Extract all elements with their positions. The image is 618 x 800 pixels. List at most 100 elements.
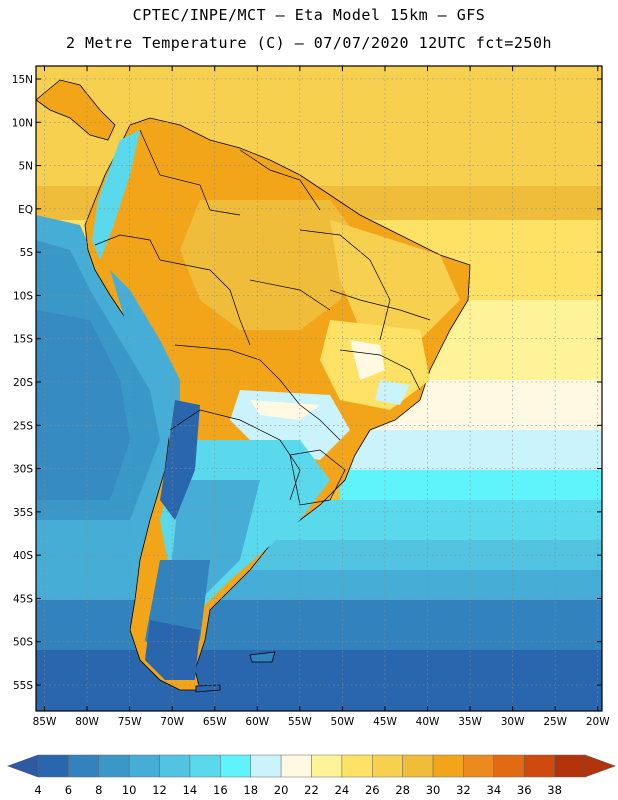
lat-label: 10N [12, 117, 33, 129]
lon-label: 85W [33, 716, 57, 728]
lat-label: 55S [13, 680, 33, 692]
lat-label: 15N [12, 74, 33, 86]
colorbar-swatch [432, 754, 464, 778]
lat-label: 15S [13, 334, 33, 346]
map-title-line2: 2 Metre Temperature (C) – 07/07/2020 12U… [65, 34, 553, 52]
northern-andes [92, 130, 140, 260]
lat-label: 40S [13, 550, 33, 562]
colorbar-label: 12 [152, 783, 167, 797]
colorbar-label: 24 [335, 783, 350, 797]
lon-label: 55W [288, 716, 312, 728]
pacific-cold-patch [36, 310, 130, 500]
lon-label: 60W [245, 716, 269, 728]
border-ecuador-peru [94, 234, 161, 261]
colorbar-swatch [402, 754, 434, 778]
colorbar-swatch [554, 754, 586, 778]
highlands-cool-patch [350, 340, 385, 380]
falkland-islands [249, 651, 276, 663]
colorbar-high-arrow [584, 754, 616, 778]
country-borders [94, 129, 431, 506]
lat-label: 10S [13, 290, 33, 302]
lat-label: EQ [18, 204, 33, 216]
lon-label: 40W [416, 716, 440, 728]
border-guianas [239, 149, 321, 211]
border-uruguay [289, 449, 346, 506]
lat-label: 20S [13, 377, 33, 389]
lat-label: 35S [13, 507, 33, 519]
colorbar-swatch [220, 754, 251, 778]
colorbar-label: 20 [274, 783, 289, 797]
colorbar-label: 8 [95, 783, 102, 797]
border-paraguay-brazil [279, 379, 341, 441]
colorbar-label: 18 [243, 783, 258, 797]
colorbar-label: 6 [65, 783, 72, 797]
southeast-cool-patch [375, 380, 410, 405]
colorbar-label: 10 [122, 783, 137, 797]
colorbar-swatch [250, 754, 282, 778]
color-bar-labels: 4 6 8 10 12 14 16 18 20 22 24 26 28 30 32 34 36 38 [34, 783, 562, 797]
colorbar-swatch [159, 754, 191, 778]
amazon-warm-region [180, 200, 360, 330]
southern-mild-patch [250, 400, 320, 420]
border-brazil-states-4 [249, 279, 331, 311]
map-field [36, 66, 602, 711]
colorbar-label: 38 [547, 783, 562, 797]
colorbar-label: 4 [34, 783, 41, 797]
lon-label: 65W [203, 716, 227, 728]
colorbar-label: 22 [304, 783, 319, 797]
lon-label: 30W [501, 716, 525, 728]
colorbar-swatch [128, 754, 160, 778]
colorbar-swatch [98, 754, 130, 778]
lat-label: 50S [13, 637, 33, 649]
colorbar-label: 14 [183, 783, 198, 797]
colorbar-swatch [37, 754, 69, 778]
southern-tip-cold [145, 620, 200, 680]
border-colombia-venezuela [139, 129, 241, 216]
colorbar-label: 34 [487, 783, 502, 797]
colorbar-swatch [523, 754, 555, 778]
colorbar-swatch [189, 754, 221, 778]
lon-label: 75W [118, 716, 142, 728]
map-frame [35, 65, 603, 712]
central-andes [110, 270, 180, 450]
lat-label: 25S [13, 420, 33, 432]
border-brazil-states-2 [329, 289, 431, 321]
colorbar-label: 26 [365, 783, 380, 797]
colorbar-swatch [341, 754, 373, 778]
lon-label: 70W [160, 716, 184, 728]
lat-label: 5N [18, 161, 33, 173]
border-bolivia [174, 344, 281, 381]
ocean-coldest-band [36, 650, 602, 711]
color-bar [7, 754, 616, 778]
lon-label: 45W [373, 716, 397, 728]
southern-andes [160, 400, 200, 520]
colorbar-low-arrow [7, 754, 39, 778]
lat-label: 30S [13, 464, 33, 476]
colorbar-label: 28 [395, 783, 410, 797]
border-brazil-states-1 [299, 229, 391, 341]
colorbar-swatch [280, 754, 312, 778]
border-brazil-states-3 [339, 349, 421, 391]
map-title-line1: CPTEC/INPE/MCT – Eta Model 15km – GFS [132, 6, 486, 24]
lon-label: 35W [458, 716, 482, 728]
colorbar-swatch [68, 754, 100, 778]
lon-label: 20W [586, 716, 610, 728]
central-america-land [36, 79, 116, 141]
lat-label: 5S [20, 247, 34, 259]
latitude-labels: 15N 10N 5N EQ 5S 10S 15S 20S 25S 30S 35S 40S 45S 50S 5… [12, 74, 602, 692]
colorbar-swatch [372, 754, 403, 778]
lon-label: 80W [75, 716, 99, 728]
colorbar-swatch [463, 754, 495, 778]
lon-label: 50W [331, 716, 355, 728]
lon-label: 25W [543, 716, 567, 728]
colorbar-swatch [493, 754, 525, 778]
colorbar-label: 36 [517, 783, 532, 797]
colorbar-label: 16 [213, 783, 228, 797]
border-peru-brazil [159, 259, 251, 346]
colorbar-swatch [311, 754, 343, 778]
border-argentina [169, 409, 301, 501]
longitude-labels: 85W 80W 75W 70W 65W 60W 55W 50W 45W 40W 35W 30W 25W 2… [33, 66, 610, 728]
colorbar-label: 32 [456, 783, 471, 797]
tierra-del-fuego [195, 684, 221, 693]
